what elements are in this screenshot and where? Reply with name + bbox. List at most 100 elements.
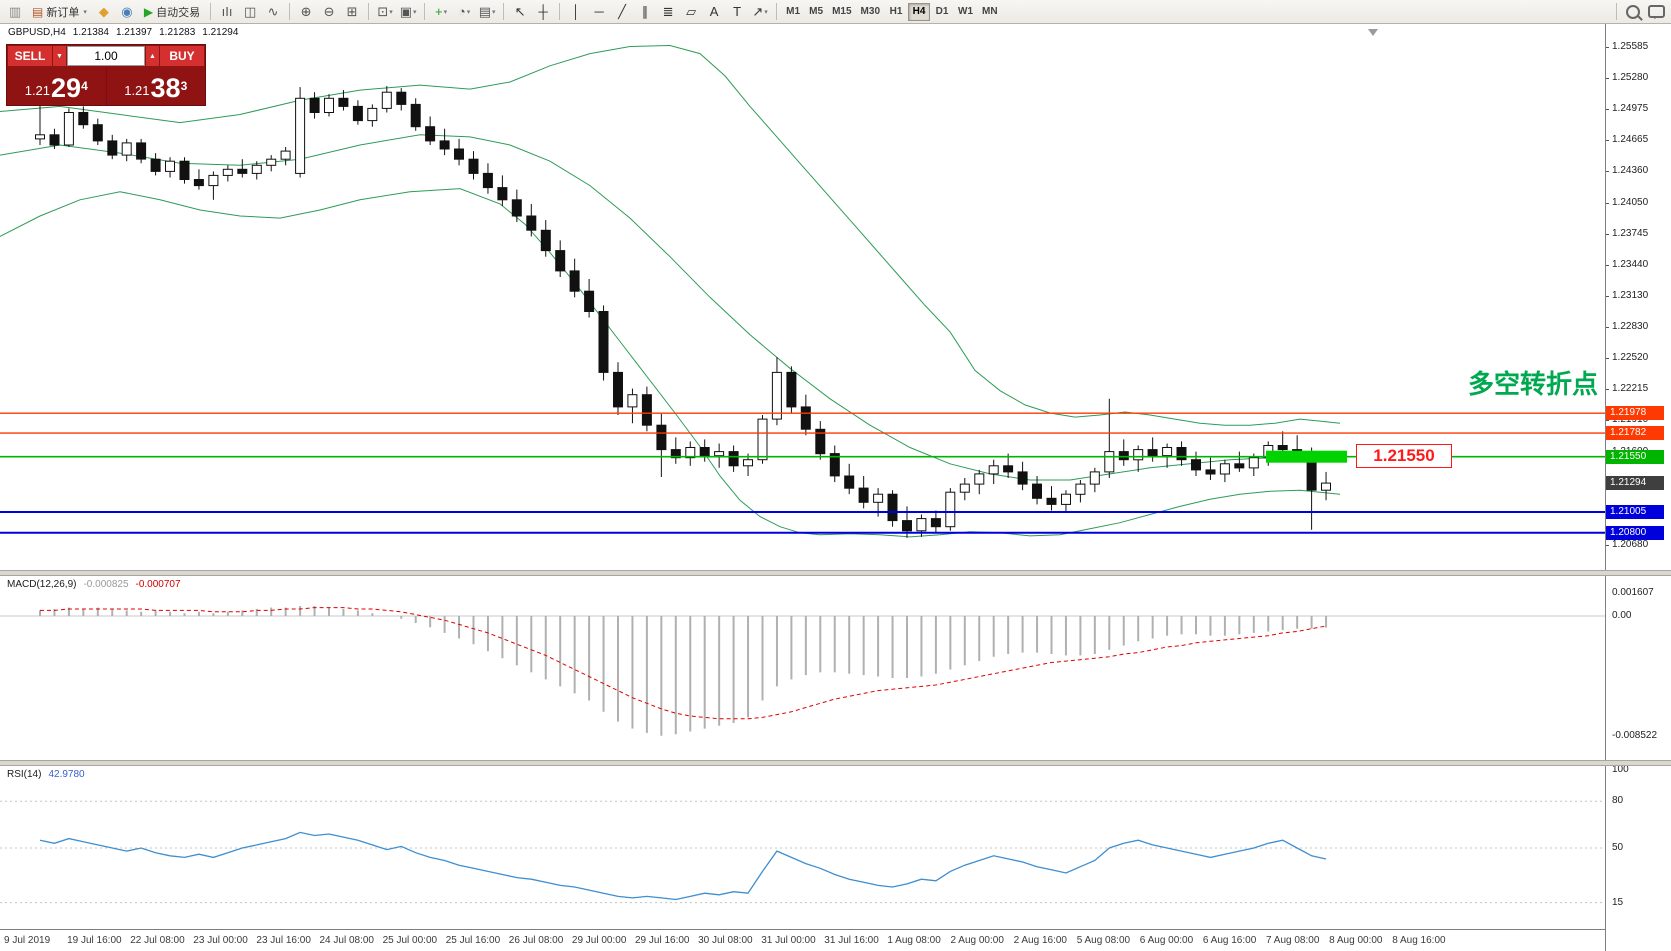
candlestick-chart-button[interactable]: ◫ <box>239 2 261 22</box>
macd-signal-line <box>40 607 1327 720</box>
volume-decrease-button[interactable]: ▼ <box>53 46 66 66</box>
timeframe-w1-button[interactable]: W1 <box>958 6 973 17</box>
low-value: 1.21283 <box>159 27 196 38</box>
time-tick-label: 30 Jul 08:00 <box>698 935 753 946</box>
macd-rsi-splitter[interactable] <box>0 760 1671 766</box>
timeframe-mn-button[interactable]: MN <box>982 6 998 17</box>
time-tick-label: 8 Aug 00:00 <box>1329 935 1383 946</box>
channel-button[interactable]: ∥ <box>634 2 656 22</box>
buy-button[interactable]: BUY <box>160 46 204 66</box>
highlight-zone[interactable] <box>1266 450 1347 463</box>
ohlc-info: GBPUSD,H4 1.21384 1.21397 1.21283 1.2129… <box>8 27 238 38</box>
timeframe-h1-button[interactable]: H1 <box>889 6 903 17</box>
timeframe-d1-button[interactable]: D1 <box>935 6 949 17</box>
timeframe-m1-button[interactable]: M1 <box>786 6 801 17</box>
crosshair-button[interactable]: ┼ <box>532 2 554 22</box>
time-tick-label: 22 Jul 08:00 <box>130 935 185 946</box>
toolbar-separator <box>776 3 778 20</box>
price-tick: 1.24360 <box>1606 165 1671 177</box>
indicators-button[interactable]: + ▾ <box>430 2 452 22</box>
candlestick-chart-icon: ◫ <box>243 3 257 19</box>
macd-signal-value: -0.000707 <box>135 579 181 590</box>
dropdown-caret-icon: ▾ <box>491 8 496 16</box>
chat-button[interactable] <box>1645 2 1667 22</box>
community-button[interactable]: ◉ <box>116 2 138 22</box>
price-tick: 1.23130 <box>1606 290 1671 302</box>
terminal-button[interactable]: ▥ <box>4 2 26 22</box>
timeframe-m30-button[interactable]: M30 <box>860 6 880 17</box>
timeframe-m5-button[interactable]: M5 <box>809 6 824 17</box>
text-label-button[interactable]: T <box>726 2 748 22</box>
arrows-icon: ↗ <box>752 3 764 19</box>
rsi-title: RSI(14) <box>7 769 42 780</box>
price-axis[interactable]: 1.25585 1.25280 1.24975 1.24665 1.24360 1.240… <box>1605 24 1671 951</box>
buy-price-point: 3 <box>180 79 188 93</box>
timeframe-h4-button[interactable]: H4 <box>908 2 930 21</box>
horizontal-line-button[interactable]: ─ <box>588 2 610 22</box>
dropdown-caret-icon: ▾ <box>83 8 87 16</box>
profiles-button[interactable]: ▣ ▾ <box>397 2 419 22</box>
current-price-label: 1.21294 <box>1606 475 1664 490</box>
templates-button[interactable]: ▤ ▾ <box>476 2 498 22</box>
zoom-in-button[interactable]: ⊕ <box>295 2 317 22</box>
shapes-button[interactable]: ▱ <box>680 2 702 22</box>
line-chart-button[interactable]: ∿ <box>262 2 284 22</box>
cursor-button[interactable]: ↖ <box>509 2 531 22</box>
sell-price-point: 4 <box>81 79 88 93</box>
macd-scale-min: -0.008522 <box>1612 730 1658 741</box>
time-tick-label: 2 Aug 00:00 <box>950 935 1004 946</box>
new-order-button[interactable]: ▤ 新订单 ▾ <box>27 2 92 22</box>
buy-price-base: 1.21 <box>124 82 150 98</box>
time-tick-label: 26 Jul 08:00 <box>508 935 564 946</box>
vertical-line-icon: │ <box>572 4 581 19</box>
open-value: 1.21384 <box>72 27 109 38</box>
cursor-icon: ↖ <box>514 3 526 19</box>
tile-windows-button[interactable]: ⊞ <box>341 2 363 22</box>
time-tick-label: 23 Jul 00:00 <box>193 935 248 946</box>
vertical-line-button[interactable]: │ <box>565 2 587 22</box>
periods-button[interactable]: ◔ ▾ <box>453 2 475 22</box>
new-order-button-label: 新订单 <box>46 6 80 19</box>
time-tick-label: 5 Aug 08:00 <box>1076 935 1131 946</box>
sell-price[interactable]: 1.21 29 4 <box>7 67 107 105</box>
rsi-level-label: 80 <box>1612 795 1624 807</box>
trendline-button[interactable]: ╱ <box>611 2 633 22</box>
price-tick: 1.25585 <box>1606 41 1671 53</box>
price-line-label: 1.21005 <box>1606 505 1664 519</box>
sell-button[interactable]: SELL <box>8 46 52 66</box>
rsi-level-label: 15 <box>1612 896 1624 908</box>
arrows-button[interactable]: ↗ ▾ <box>749 2 771 22</box>
community-icon: ◉ <box>121 3 133 19</box>
sell-price-base: 1.21 <box>24 82 51 98</box>
autotrading-button[interactable]: ▶ 自动交易 <box>139 2 205 22</box>
chart-macd-splitter[interactable] <box>0 570 1671 576</box>
dropdown-caret-icon: ▾ <box>389 8 393 16</box>
dropdown-caret-icon: ▾ <box>466 8 471 16</box>
new-chart-icon: ⊡ <box>377 3 389 19</box>
rsi-level-label: 50 <box>1612 842 1624 853</box>
main-toolbar: ▥ ▤ 新订单 ▾ ◆ ◉ ▶ 自动交易 ıIı ◫ ∿ ⊕ ⊖ ⊞ ⊡ ▾ ▣ ▾ + ▾ ◔ ▾ ▤ ▾ ↖ ┼ │ ─ ╱ ∥ ≣ ▱ A… <box>0 0 1671 24</box>
timeframe-m15-button[interactable]: M15 <box>832 6 852 17</box>
chart-shift-marker-icon <box>1368 29 1378 36</box>
new-chart-button[interactable]: ⊡ ▾ <box>374 2 396 22</box>
chart-canvas[interactable] <box>0 24 1605 951</box>
text-button[interactable]: A <box>703 2 725 22</box>
horizontal-line-icon: ─ <box>594 4 604 19</box>
volume-increase-button[interactable]: ▲ <box>146 46 159 66</box>
fibonacci-button[interactable]: ≣ <box>657 2 679 22</box>
search-button[interactable] <box>1622 2 1644 22</box>
price-callout-label: 1.21550 <box>1356 444 1452 468</box>
chat-icon <box>1647 5 1665 19</box>
zoom-out-button[interactable]: ⊖ <box>318 2 340 22</box>
volume-input[interactable] <box>67 46 145 66</box>
price-line-label: 1.20800 <box>1606 525 1664 540</box>
rsi-value: 42.9780 <box>48 769 85 780</box>
price-line-label: 1.21978 <box>1606 406 1664 421</box>
toolbar-separator <box>424 3 426 20</box>
mql5-button[interactable]: ◆ <box>93 2 115 22</box>
time-axis[interactable]: 9 Jul 2019 19 Jul 16:00 22 Jul 08:00 23 Jul… <box>0 929 1671 951</box>
bollinger-middle-band <box>0 134 1341 481</box>
trade-panel-prices: 1.21 29 4 1.21 38 3 <box>7 67 205 105</box>
bar-chart-button[interactable]: ıIı <box>216 2 238 22</box>
buy-price[interactable]: 1.21 38 3 <box>107 67 206 105</box>
